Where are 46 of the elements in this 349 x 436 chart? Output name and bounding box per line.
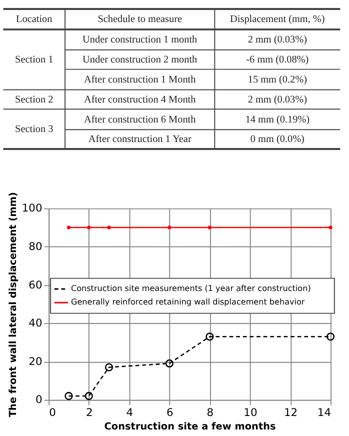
y-tick-label: 60	[28, 278, 42, 292]
point	[168, 226, 172, 230]
x-tick-label: 4	[126, 406, 134, 419]
text: Location	[16, 14, 52, 26]
point	[206, 332, 214, 341]
point	[84, 392, 93, 400]
y-tick-label: 40	[28, 316, 42, 330]
text: Section 1	[15, 54, 54, 66]
point	[326, 332, 335, 341]
x-tick-label: 2	[86, 406, 93, 419]
y-axis-title: The front wall lateral displacement (mm)	[8, 192, 20, 418]
text: -6 mm (0.08%)	[246, 54, 309, 66]
text: 14 mm (0.19%)	[245, 114, 310, 126]
text: 2 mm (0.03%)	[248, 94, 307, 106]
x-tick-label: 10	[244, 406, 258, 419]
y-tick-label: 100	[22, 202, 42, 215]
text: Section 2	[15, 94, 54, 106]
y-tick-label: 20	[28, 354, 42, 368]
text: Under construction 2 month	[82, 54, 198, 66]
x-tick-label: 0	[49, 406, 56, 419]
x-tick-label: 6	[166, 406, 174, 419]
point	[87, 226, 91, 230]
text: After construction 1 Month	[84, 74, 196, 86]
text: After construction 4 Month	[84, 94, 196, 106]
point	[165, 359, 174, 368]
text: 15 mm (0.2%)	[248, 74, 307, 86]
text: 2 mm (0.03%)	[248, 34, 307, 46]
text: 0 mm (0.0%)	[250, 134, 304, 146]
point	[208, 226, 212, 230]
x-axis-title: Construction site a few months	[104, 421, 276, 432]
text: Under construction 1 month	[82, 34, 198, 46]
point	[64, 392, 73, 400]
x-tick-label: 8	[206, 406, 214, 419]
text: After construction 1 Year	[88, 134, 192, 146]
text: Section 3	[15, 124, 54, 136]
x-tick-label: 12	[284, 406, 298, 419]
text: Displacement (mm, %)	[230, 14, 325, 26]
point	[328, 226, 332, 230]
point	[104, 363, 114, 372]
point	[107, 226, 111, 230]
y-tick-label: 80	[28, 240, 42, 254]
y-tick-label: 0	[35, 393, 42, 406]
text: Schedule to measure	[98, 14, 182, 26]
x-tick-label: 14	[317, 406, 332, 419]
text: After construction 6 Month	[84, 114, 196, 126]
point	[66, 226, 71, 230]
